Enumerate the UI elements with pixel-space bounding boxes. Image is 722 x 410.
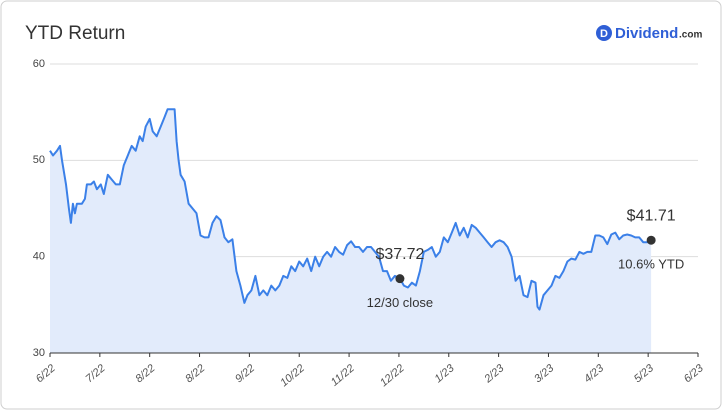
brand-suffix: .com	[679, 30, 702, 41]
area	[50, 109, 652, 353]
y-tick-label: 50	[33, 154, 45, 166]
annotation-note: 10.6% YTD	[618, 257, 684, 272]
annotation-label: $37.72	[375, 246, 424, 263]
annotation-note: 12/30 close	[367, 295, 434, 310]
annotation-dot	[646, 235, 656, 245]
brand-icon-circle	[596, 25, 612, 41]
annotation-label: $41.71	[627, 207, 676, 224]
line	[49, 108, 652, 311]
y-tick-label: 30	[33, 347, 45, 359]
annotation-dot	[395, 274, 405, 284]
brand-logo: D Dividend .com	[596, 25, 702, 42]
y-tick-label: 40	[33, 251, 45, 263]
brand-name: Dividend	[615, 25, 678, 42]
y-tick-label: 60	[33, 58, 45, 70]
chart-title: YTD Return	[25, 23, 125, 44]
brand-icon: D	[600, 28, 608, 40]
